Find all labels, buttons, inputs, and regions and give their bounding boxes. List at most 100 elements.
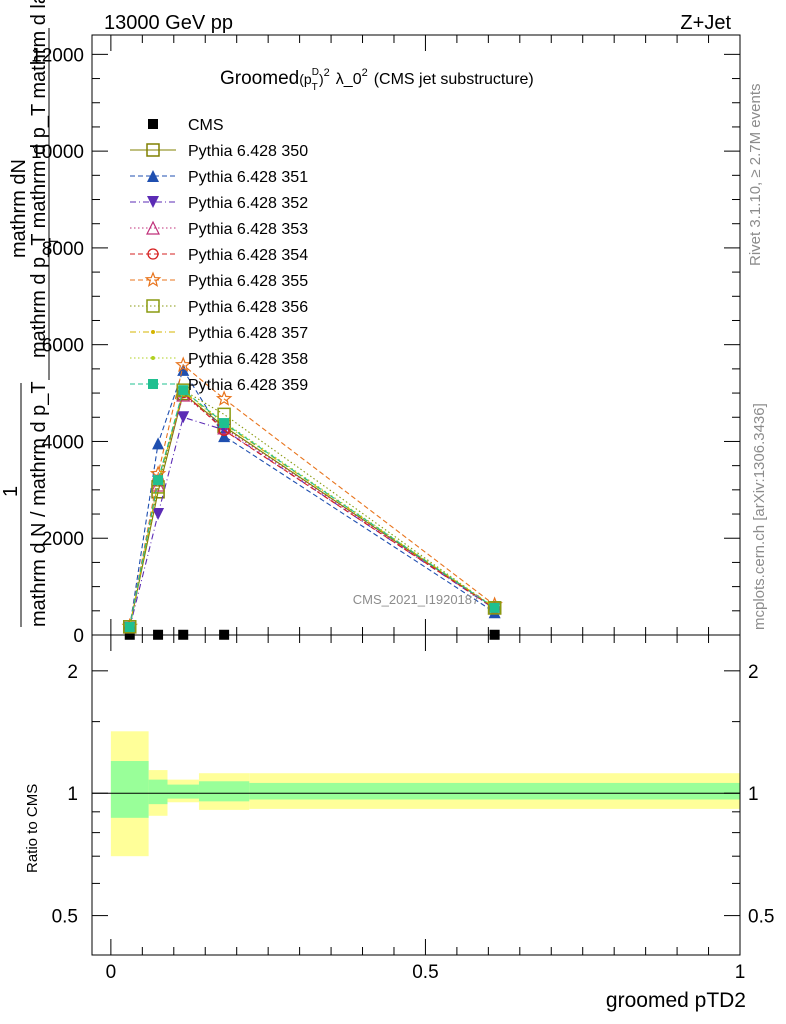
y-tick-label: 10000	[31, 142, 84, 163]
series-line	[129, 389, 495, 627]
header-process: Z+Jet	[680, 12, 731, 34]
x-axis-label: groomed pTD2	[606, 989, 746, 1012]
data-point	[487, 601, 502, 615]
legend-marker	[151, 330, 155, 334]
y-tick-label: 4000	[42, 432, 84, 453]
legend-label: Pythia 6.428 359	[188, 377, 308, 394]
title-lambda: λ_0	[336, 71, 362, 88]
ratio-y-tick-label-right: 2	[748, 662, 759, 683]
legend-label: Pythia 6.428 358	[188, 351, 308, 368]
mcplots-credit: mcplots.cern.ch [arXiv:1306.3436]	[751, 403, 768, 630]
legend-label: Pythia 6.428 354	[188, 247, 308, 264]
legend-label: Pythia 6.428 351	[188, 169, 308, 186]
title-exp2: 2	[362, 67, 368, 79]
ylabel-fraction: mathrm d N / mathrm d p_T	[28, 381, 50, 627]
main-y-tick-labels: 0 2000 4000 6000 8000 10000 12000	[31, 45, 84, 647]
legend-entry: Pythia 6.428 352	[130, 195, 308, 212]
legend-marker	[148, 119, 158, 129]
ratio-y-label: Ratio to CMS	[24, 784, 41, 873]
y-tick-label: 2000	[42, 529, 84, 550]
y-tick-label: 6000	[42, 336, 84, 357]
data-point	[174, 356, 192, 373]
ratio-bands	[110, 731, 740, 857]
legend-entry: Pythia 6.428 355	[130, 271, 308, 290]
title-exp: 2	[324, 67, 330, 79]
ratio-inner-band	[198, 781, 250, 802]
series-line	[129, 364, 495, 627]
legend-label: Pythia 6.428 353	[188, 221, 308, 238]
x-tick-label: 1	[735, 962, 746, 983]
legend-label: Pythia 6.428 356	[188, 299, 308, 316]
legend-label: Pythia 6.428 355	[188, 273, 308, 290]
legend-label: Pythia 6.428 350	[188, 143, 308, 160]
legend-label: Pythia 6.428 357	[188, 325, 308, 342]
data-point	[153, 475, 164, 486]
data-point	[177, 363, 190, 376]
data-point	[152, 508, 165, 521]
legend-entry: Pythia 6.428 356	[130, 299, 308, 316]
y-tick-label: 0	[73, 626, 84, 647]
ylabel-denominator: mathrm d p_T mathrm d p_T mathrm d lambd…	[28, 0, 50, 358]
data-point	[122, 620, 137, 634]
ratio-y-tick-label: 1	[67, 784, 78, 805]
ratio-y-tick-label-right: 0.5	[748, 907, 774, 928]
legend-entry: Pythia 6.428 351	[130, 169, 308, 186]
data-point	[177, 411, 190, 424]
legend-marker	[147, 170, 159, 182]
ylabel-sub-T: T	[47, 237, 61, 245]
title-sub-T: T	[312, 82, 318, 93]
legend-entry: Pythia 6.428 350	[130, 143, 308, 160]
legend-marker	[144, 271, 162, 288]
analysis-watermark: CMS_2021_I1920187	[353, 592, 480, 607]
legend-marker	[146, 143, 160, 157]
ratio-y-tick-label-right: 1	[748, 784, 759, 805]
ratio-inner-band	[249, 782, 740, 800]
data-point	[178, 385, 189, 396]
x-tick-label: 0.5	[412, 962, 438, 983]
ratio-y-tick-label: 0.5	[52, 907, 78, 928]
legend-marker	[146, 299, 160, 313]
legend-marker	[146, 220, 160, 235]
ylabel-numerator: mathrm dN	[8, 159, 30, 258]
rivet-version: Rivet 3.1.10, ≥ 2.7M events	[747, 84, 764, 267]
ratio-y-tick-label: 2	[67, 662, 78, 683]
data-point	[489, 602, 500, 613]
legend-entry: CMS	[148, 117, 224, 134]
ratio-inner-band	[110, 761, 149, 818]
title-sup-D: D	[312, 67, 319, 78]
plot-title: Groomed(pTD)2 λ_02 (CMS jet substructure)	[220, 67, 534, 93]
legend-marker	[151, 356, 155, 360]
title-groomed: Groomed	[220, 68, 299, 89]
data-point	[176, 383, 190, 397]
ylabel-one: 1	[0, 486, 22, 497]
legend-marker	[148, 379, 158, 389]
data-point	[218, 430, 231, 443]
ratio-inner-band	[167, 784, 199, 799]
main-axis-ticks	[92, 35, 741, 636]
legend-entry: Pythia 6.428 353	[130, 220, 308, 238]
main-y-axis-label: mathrm dN mathrm d p_T mathrm d p_T math…	[0, 0, 61, 627]
legend-entry: Pythia 6.428 354	[130, 247, 308, 264]
series-layer	[121, 356, 503, 640]
legend-label: CMS	[188, 117, 224, 134]
data-point	[219, 418, 230, 429]
y-tick-label: 12000	[31, 45, 84, 66]
x-tick-label: 0	[106, 962, 117, 983]
data-point	[124, 622, 135, 633]
legend-entry: Pythia 6.428 358	[130, 351, 308, 368]
legend-entry: Pythia 6.428 357	[130, 325, 308, 342]
legend-entry: Pythia 6.428 359	[130, 377, 308, 394]
series-line	[129, 368, 495, 628]
data-point	[152, 437, 165, 450]
legend-marker	[147, 196, 159, 208]
y-tick-label: 8000	[42, 239, 84, 260]
series-10	[124, 385, 500, 633]
legend: CMS Pythia 6.428 350 Pythia 6.428 351 Pythi…	[130, 117, 308, 394]
ratio-tick-labels: 0.5 0.5 1 1 2 2 0 0.5 1	[52, 662, 775, 983]
legend-label: Pythia 6.428 352	[188, 195, 308, 212]
legend-marker	[147, 248, 159, 260]
ratio-plot-frame	[91, 634, 741, 956]
ratio-inner-band	[148, 779, 168, 805]
header-energy: 13000 GeV pp	[104, 12, 233, 34]
